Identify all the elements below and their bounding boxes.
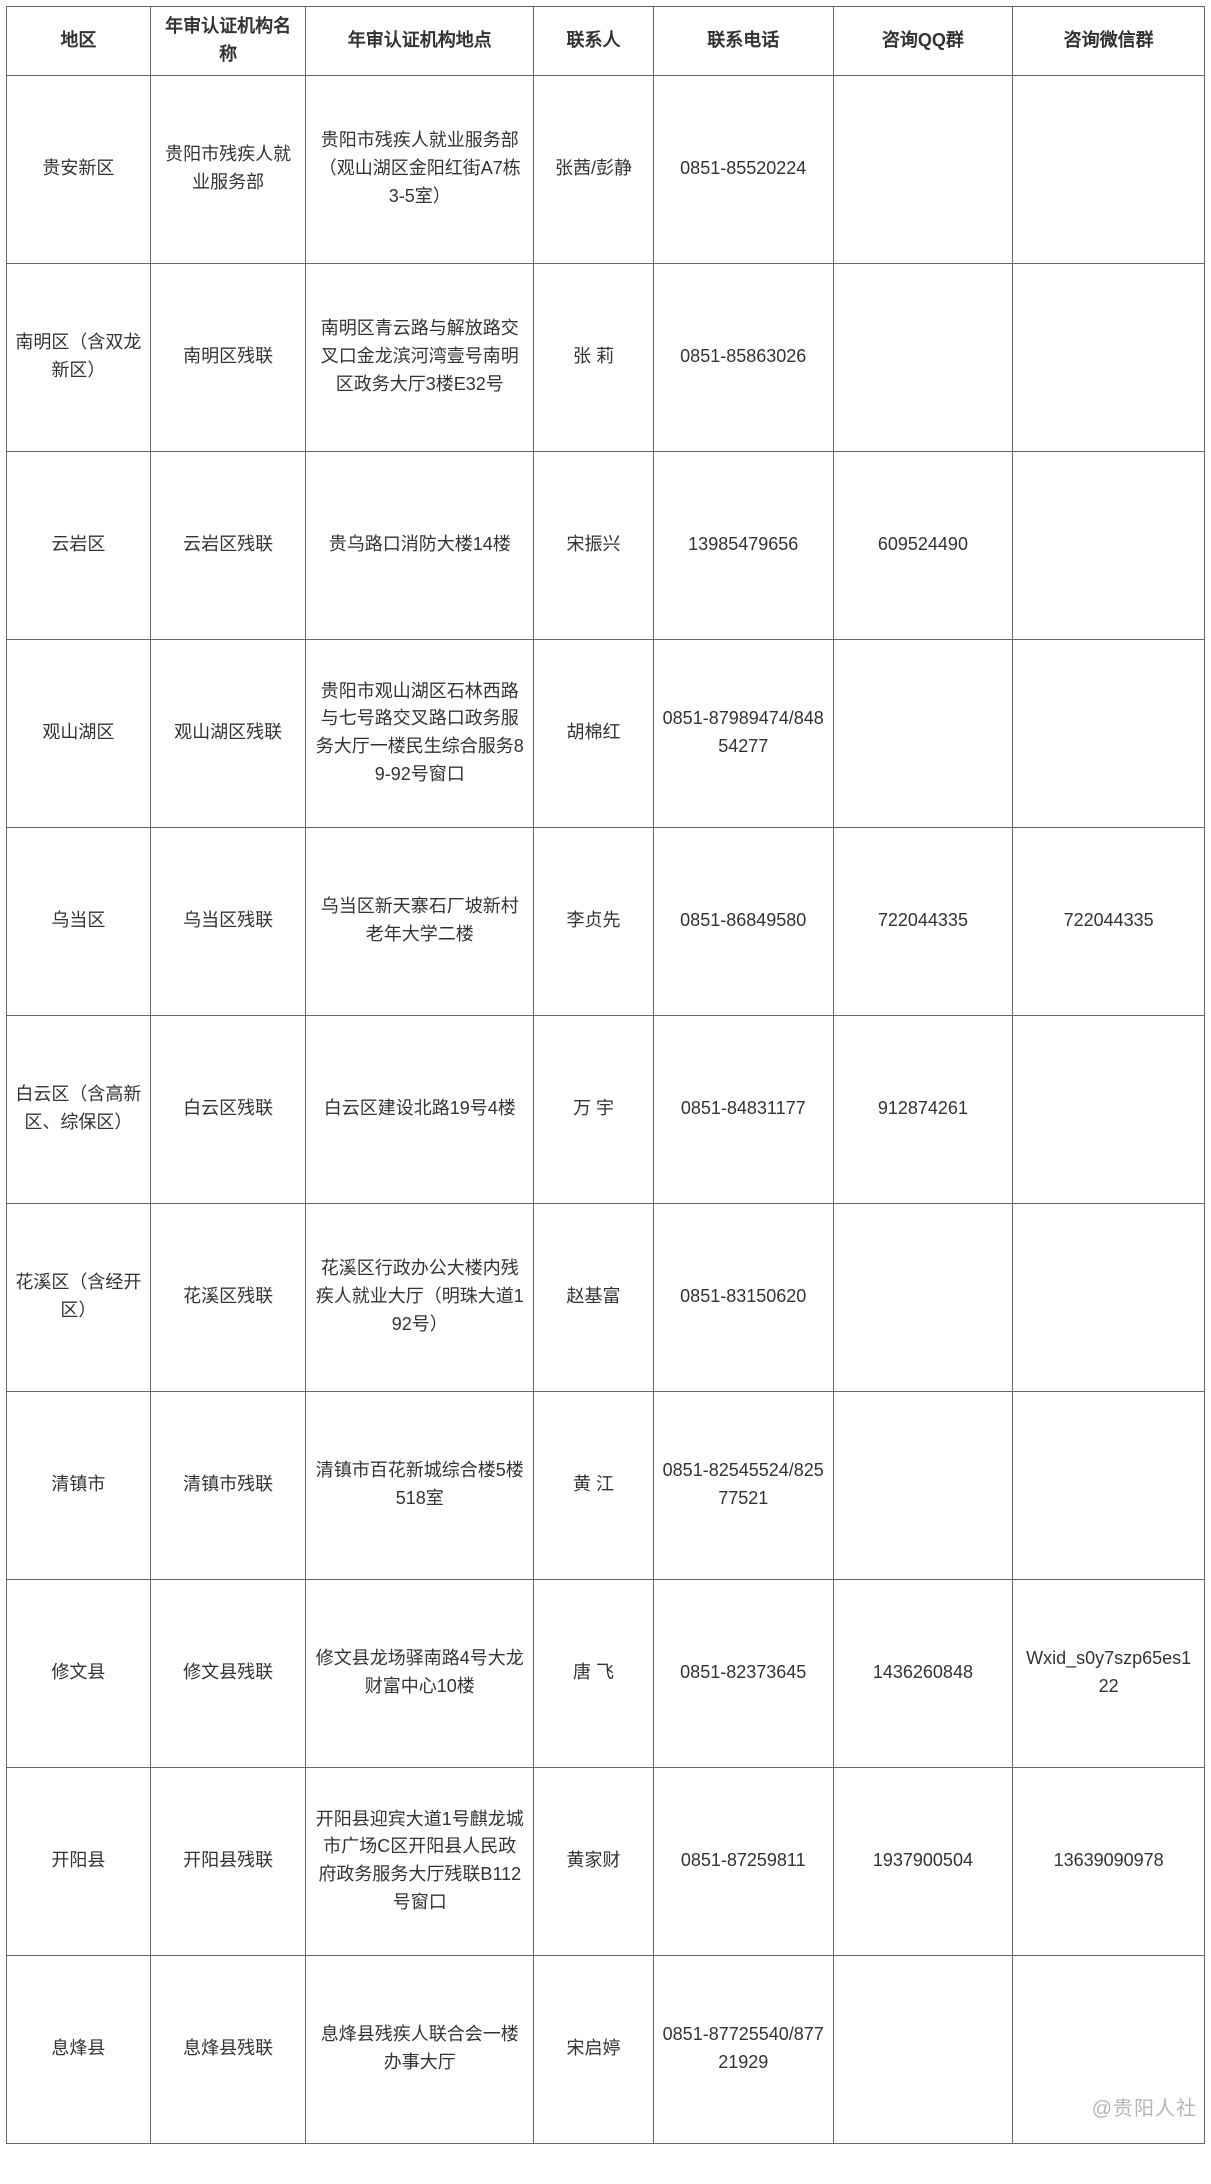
cell-org: 花溪区残联 bbox=[150, 1203, 306, 1391]
cell-org: 白云区残联 bbox=[150, 1015, 306, 1203]
cell-region: 云岩区 bbox=[7, 451, 151, 639]
cell-org: 南明区残联 bbox=[150, 263, 306, 451]
cell-wechat bbox=[1013, 263, 1205, 451]
cell-contact: 张 莉 bbox=[534, 263, 654, 451]
cell-contact: 唐 飞 bbox=[534, 1579, 654, 1767]
cell-org: 息烽县残联 bbox=[150, 1955, 306, 2143]
cell-wechat: 722044335 bbox=[1013, 827, 1205, 1015]
cell-contact: 黄家财 bbox=[534, 1767, 654, 1955]
cell-qq bbox=[833, 639, 1013, 827]
cell-region: 乌当区 bbox=[7, 827, 151, 1015]
cell-wechat bbox=[1013, 451, 1205, 639]
table-header-row: 地区年审认证机构名称年审认证机构地点联系人联系电话咨询QQ群咨询微信群 bbox=[7, 7, 1205, 76]
cell-region: 开阳县 bbox=[7, 1767, 151, 1955]
cell-wechat bbox=[1013, 1391, 1205, 1579]
cell-phone: 0851-86849580 bbox=[653, 827, 833, 1015]
cell-region: 花溪区（含经开区） bbox=[7, 1203, 151, 1391]
cell-location: 修文县龙场驿南路4号大龙财富中心10楼 bbox=[306, 1579, 534, 1767]
cell-org: 贵阳市残疾人就业服务部 bbox=[150, 75, 306, 263]
cell-qq: 1937900504 bbox=[833, 1767, 1013, 1955]
cell-contact: 黄 江 bbox=[534, 1391, 654, 1579]
cell-wechat bbox=[1013, 1203, 1205, 1391]
table-row: 贵安新区贵阳市残疾人就业服务部贵阳市残疾人就业服务部（观山湖区金阳红街A7栋3-… bbox=[7, 75, 1205, 263]
cell-region: 白云区（含高新区、综保区） bbox=[7, 1015, 151, 1203]
cell-location: 息烽县残疾人联合会一楼办事大厅 bbox=[306, 1955, 534, 2143]
table-row: 南明区（含双龙新区）南明区残联南明区青云路与解放路交叉口金龙滨河湾壹号南明区政务… bbox=[7, 263, 1205, 451]
cell-wechat bbox=[1013, 639, 1205, 827]
cell-phone: 0851-82373645 bbox=[653, 1579, 833, 1767]
col-header-contact: 联系人 bbox=[534, 7, 654, 76]
cell-phone: 0851-87725540/87721929 bbox=[653, 1955, 833, 2143]
cell-wechat bbox=[1013, 75, 1205, 263]
table-row: 乌当区乌当区残联乌当区新天寨石厂坡新村老年大学二楼李贞先0851-8684958… bbox=[7, 827, 1205, 1015]
cell-contact: 万 宇 bbox=[534, 1015, 654, 1203]
table-row: 观山湖区观山湖区残联贵阳市观山湖区石林西路与七号路交叉路口政务服务大厅一楼民生综… bbox=[7, 639, 1205, 827]
cell-qq: 1436260848 bbox=[833, 1579, 1013, 1767]
cell-qq bbox=[833, 1203, 1013, 1391]
cell-qq: 609524490 bbox=[833, 451, 1013, 639]
col-header-org: 年审认证机构名称 bbox=[150, 7, 306, 76]
cell-phone: 13985479656 bbox=[653, 451, 833, 639]
cell-org: 乌当区残联 bbox=[150, 827, 306, 1015]
cell-contact: 宋振兴 bbox=[534, 451, 654, 639]
cell-qq bbox=[833, 1391, 1013, 1579]
cell-phone: 0851-85863026 bbox=[653, 263, 833, 451]
cell-location: 乌当区新天寨石厂坡新村老年大学二楼 bbox=[306, 827, 534, 1015]
cell-location: 开阳县迎宾大道1号麒龙城市广场C区开阳县人民政府政务服务大厅残联B112号窗口 bbox=[306, 1767, 534, 1955]
col-header-phone: 联系电话 bbox=[653, 7, 833, 76]
cell-phone: 0851-82545524/82577521 bbox=[653, 1391, 833, 1579]
cell-qq: 722044335 bbox=[833, 827, 1013, 1015]
table-row: 清镇市清镇市残联清镇市百花新城综合楼5楼518室黄 江0851-82545524… bbox=[7, 1391, 1205, 1579]
table-row: 修文县修文县残联修文县龙场驿南路4号大龙财富中心10楼唐 飞0851-82373… bbox=[7, 1579, 1205, 1767]
cell-region: 修文县 bbox=[7, 1579, 151, 1767]
cell-wechat: Wxid_s0y7szp65es122 bbox=[1013, 1579, 1205, 1767]
cell-region: 贵安新区 bbox=[7, 75, 151, 263]
table-row: 云岩区云岩区残联贵乌路口消防大楼14楼宋振兴139854796566095244… bbox=[7, 451, 1205, 639]
cell-location: 南明区青云路与解放路交叉口金龙滨河湾壹号南明区政务大厅3楼E32号 bbox=[306, 263, 534, 451]
cell-location: 贵阳市残疾人就业服务部（观山湖区金阳红街A7栋3-5室） bbox=[306, 75, 534, 263]
cell-phone: 0851-87989474/84854277 bbox=[653, 639, 833, 827]
cell-location: 贵乌路口消防大楼14楼 bbox=[306, 451, 534, 639]
cell-contact: 宋启婷 bbox=[534, 1955, 654, 2143]
col-header-region: 地区 bbox=[7, 7, 151, 76]
table-row: 开阳县开阳县残联开阳县迎宾大道1号麒龙城市广场C区开阳县人民政府政务服务大厅残联… bbox=[7, 1767, 1205, 1955]
col-header-qq: 咨询QQ群 bbox=[833, 7, 1013, 76]
cell-region: 清镇市 bbox=[7, 1391, 151, 1579]
col-header-location: 年审认证机构地点 bbox=[306, 7, 534, 76]
col-header-wechat: 咨询微信群 bbox=[1013, 7, 1205, 76]
cell-wechat bbox=[1013, 1955, 1205, 2143]
cell-wechat: 13639090978 bbox=[1013, 1767, 1205, 1955]
cell-phone: 0851-84831177 bbox=[653, 1015, 833, 1203]
cell-region: 观山湖区 bbox=[7, 639, 151, 827]
cell-qq bbox=[833, 263, 1013, 451]
cell-region: 南明区（含双龙新区） bbox=[7, 263, 151, 451]
cell-location: 清镇市百花新城综合楼5楼518室 bbox=[306, 1391, 534, 1579]
cell-contact: 赵基富 bbox=[534, 1203, 654, 1391]
cell-qq bbox=[833, 1955, 1013, 2143]
cell-org: 观山湖区残联 bbox=[150, 639, 306, 827]
cell-location: 白云区建设北路19号4楼 bbox=[306, 1015, 534, 1203]
cell-org: 云岩区残联 bbox=[150, 451, 306, 639]
cell-contact: 张茜/彭静 bbox=[534, 75, 654, 263]
cell-contact: 胡棉红 bbox=[534, 639, 654, 827]
cell-contact: 李贞先 bbox=[534, 827, 654, 1015]
cell-phone: 0851-83150620 bbox=[653, 1203, 833, 1391]
cell-org: 修文县残联 bbox=[150, 1579, 306, 1767]
cell-org: 清镇市残联 bbox=[150, 1391, 306, 1579]
cell-location: 花溪区行政办公大楼内残疾人就业大厅（明珠大道192号） bbox=[306, 1203, 534, 1391]
certification-agency-table: 地区年审认证机构名称年审认证机构地点联系人联系电话咨询QQ群咨询微信群 贵安新区… bbox=[6, 6, 1205, 2144]
table-row: 花溪区（含经开区）花溪区残联花溪区行政办公大楼内残疾人就业大厅（明珠大道192号… bbox=[7, 1203, 1205, 1391]
cell-qq bbox=[833, 75, 1013, 263]
cell-qq: 912874261 bbox=[833, 1015, 1013, 1203]
table-row: 白云区（含高新区、综保区）白云区残联白云区建设北路19号4楼万 宇0851-84… bbox=[7, 1015, 1205, 1203]
cell-region: 息烽县 bbox=[7, 1955, 151, 2143]
cell-wechat bbox=[1013, 1015, 1205, 1203]
cell-phone: 0851-85520224 bbox=[653, 75, 833, 263]
table-row: 息烽县息烽县残联息烽县残疾人联合会一楼办事大厅宋启婷0851-87725540/… bbox=[7, 1955, 1205, 2143]
cell-org: 开阳县残联 bbox=[150, 1767, 306, 1955]
cell-location: 贵阳市观山湖区石林西路与七号路交叉路口政务服务大厅一楼民生综合服务89-92号窗… bbox=[306, 639, 534, 827]
cell-phone: 0851-87259811 bbox=[653, 1767, 833, 1955]
